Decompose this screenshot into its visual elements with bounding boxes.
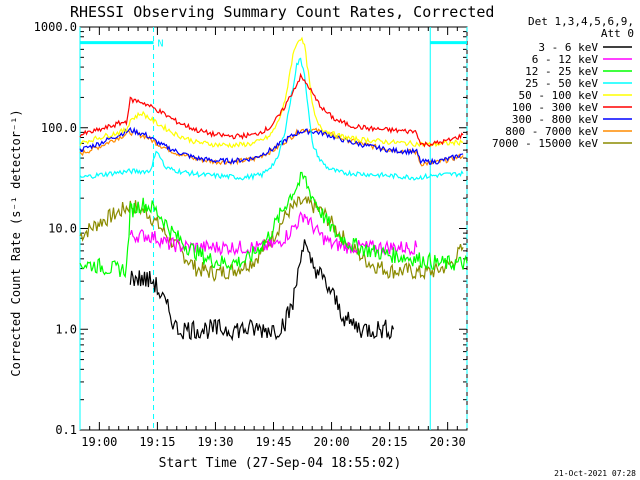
legend-label: 25 - 50 keV [525,77,598,90]
x-tick-label: 19:45 [255,435,291,449]
y-tick-label: 10.0 [48,222,77,236]
x-tick-label: 20:00 [313,435,349,449]
series-line [79,171,468,279]
legend-label: 100 - 300 keV [512,101,598,114]
night-marker-label: N [158,39,164,50]
x-tick-label: 19:30 [197,435,233,449]
plot-area: 0.1 1.0 10.0 100.0 1000.0 19:00 19:15 19:30 19:4… [34,20,468,449]
footer-date: 21-Oct-2021 07:28 [554,469,636,478]
x-tick-label: 20:15 [372,435,408,449]
legend-label: 300 - 800 keV [512,113,598,126]
y-axis-label: Corrected Count Rate (s⁻¹ detector⁻¹) [9,109,23,376]
legend-header: Att 0 [601,27,634,40]
series-line [79,72,464,148]
y-tick-label: 0.1 [55,423,77,437]
legend-label: 7000 - 15000 keV [492,137,598,150]
legend-label: 6 - 12 keV [532,53,599,66]
series-line [129,239,395,342]
y-tick-label: 1000.0 [34,20,77,34]
legend-label: 800 - 7000 keV [505,125,598,138]
series-line [79,126,464,166]
legend-label: 12 - 25 keV [525,65,598,78]
legend-header: Det 1,3,4,5,6,9, [528,15,634,28]
y-tick-label: 100.0 [41,121,77,135]
series-line [79,36,464,149]
x-tick-label: 19:15 [139,435,175,449]
legend-label: 3 - 6 keV [538,41,598,54]
legend-label: 50 - 100 keV [519,89,599,102]
chart-title: RHESSI Observing Summary Count Rates, Co… [70,3,494,21]
series-line [79,57,464,181]
x-axis-label: Start Time (27-Sep-04 18:55:02) [159,456,402,471]
y-tick-label: 1.0 [55,322,77,336]
x-tick-label: 20:30 [430,435,466,449]
series-line [129,211,418,257]
x-tick-label: 19:00 [81,435,117,449]
